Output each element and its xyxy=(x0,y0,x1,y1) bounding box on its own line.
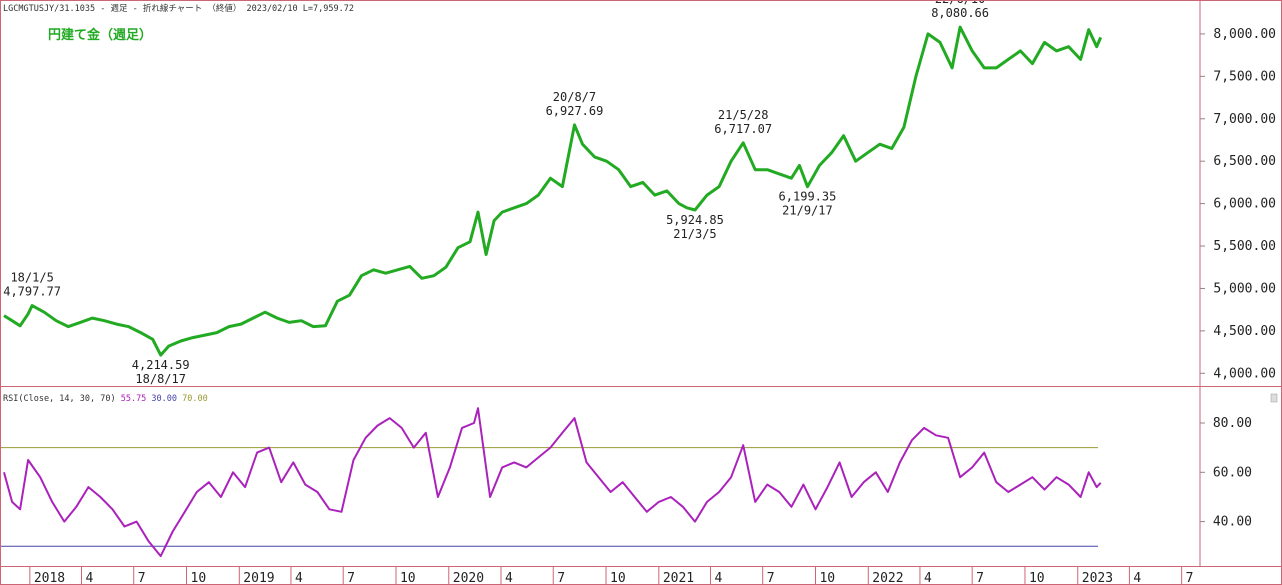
x-tick-label: 4 xyxy=(924,571,932,585)
rsi-ytick-label: 60.00 xyxy=(1213,465,1252,480)
price-pane: 4,000.00 4,500.00 5,000.00 5,500.00 6,000.00… xyxy=(3,0,1276,386)
x-tick-label: 2021 xyxy=(663,571,694,585)
x-tick-label: 2019 xyxy=(243,571,274,585)
rsi-line xyxy=(3,407,1102,558)
annotation-value: 4,797.77 xyxy=(3,285,61,299)
x-tick-label: 7 xyxy=(347,571,355,585)
annotation-date: 21/5/28 xyxy=(718,108,769,122)
annotation-value: 6,717.07 xyxy=(714,122,772,136)
chart-label: 円建て金（週足） xyxy=(48,27,152,43)
x-tick-label: 4 xyxy=(1133,571,1141,585)
price-ytick-label: 7,500.00 xyxy=(1213,69,1276,84)
x-tick-label: 4 xyxy=(295,571,303,585)
rsi-ytick-label: 80.00 xyxy=(1213,416,1252,431)
price-ytick-label: 4,500.00 xyxy=(1213,324,1276,339)
x-tick-label: 7 xyxy=(138,571,146,585)
annotation-value: 6,199.35 xyxy=(779,190,837,204)
price-ytick-label: 5,500.00 xyxy=(1213,239,1276,254)
x-tick-label: 10 xyxy=(191,571,207,585)
rsi-pane: 40.00 60.00 80.00 xyxy=(0,393,1278,558)
annotation-value: 8,080.66 xyxy=(931,6,989,20)
price-ytick-label: 6,500.00 xyxy=(1213,154,1276,169)
x-tick-label: 7 xyxy=(557,571,565,585)
price-ytick-label: 5,000.00 xyxy=(1213,281,1276,296)
price-line xyxy=(3,25,1103,357)
price-ytick-label: 8,000.00 xyxy=(1213,27,1276,42)
x-tick-label: 2023 xyxy=(1082,571,1113,585)
scroll-handle xyxy=(1270,393,1278,403)
x-tick-label: 2022 xyxy=(872,571,903,585)
x-tick-label: 4 xyxy=(505,571,513,585)
annotation-date: 18/8/17 xyxy=(135,372,186,386)
x-tick-label: 10 xyxy=(400,571,416,585)
annotation-value: 4,214.59 xyxy=(132,358,190,372)
price-ytick-label: 4,000.00 xyxy=(1213,366,1276,381)
rsi-title: RSI(Close, 14, 30, 70) 55.75 30.00 70.00 xyxy=(3,394,208,404)
annotation-date: 18/1/5 xyxy=(10,271,53,285)
x-tick-label: 2018 xyxy=(34,571,65,585)
annotation-value: 6,927.69 xyxy=(546,104,604,118)
x-tick-label: 2020 xyxy=(453,571,484,585)
chart-header-title: LGCMGTUSJY/31.1035 - 週足 - 折れ線チャート （終値） 2… xyxy=(3,3,354,14)
rsi-ytick-label: 40.00 xyxy=(1213,515,1252,530)
x-tick-label: 7 xyxy=(1186,571,1194,585)
annotation-value: 5,924.85 xyxy=(666,213,724,227)
x-tick-label: 4 xyxy=(714,571,722,585)
annotation-date: 22/6/10 xyxy=(935,0,986,6)
x-tick-label: 10 xyxy=(1029,571,1045,585)
price-ytick-label: 7,000.00 xyxy=(1213,112,1276,127)
x-tick-label: 7 xyxy=(767,571,775,585)
x-tick-label: 4 xyxy=(85,571,93,585)
x-tick-label: 7 xyxy=(976,571,984,585)
annotation-date: 21/9/17 xyxy=(782,204,833,218)
price-ytick-label: 6,000.00 xyxy=(1213,197,1276,212)
annotation-date: 21/3/5 xyxy=(673,227,716,241)
x-tick-label: 10 xyxy=(819,571,835,585)
x-axis: 2018 4 7 10 2019 4 7 10 2020 4 7 10 2021 4 7 10 2022 4 7 10… xyxy=(29,566,1194,585)
x-tick-label: 10 xyxy=(610,571,626,585)
annotation-date: 20/8/7 xyxy=(553,90,596,104)
